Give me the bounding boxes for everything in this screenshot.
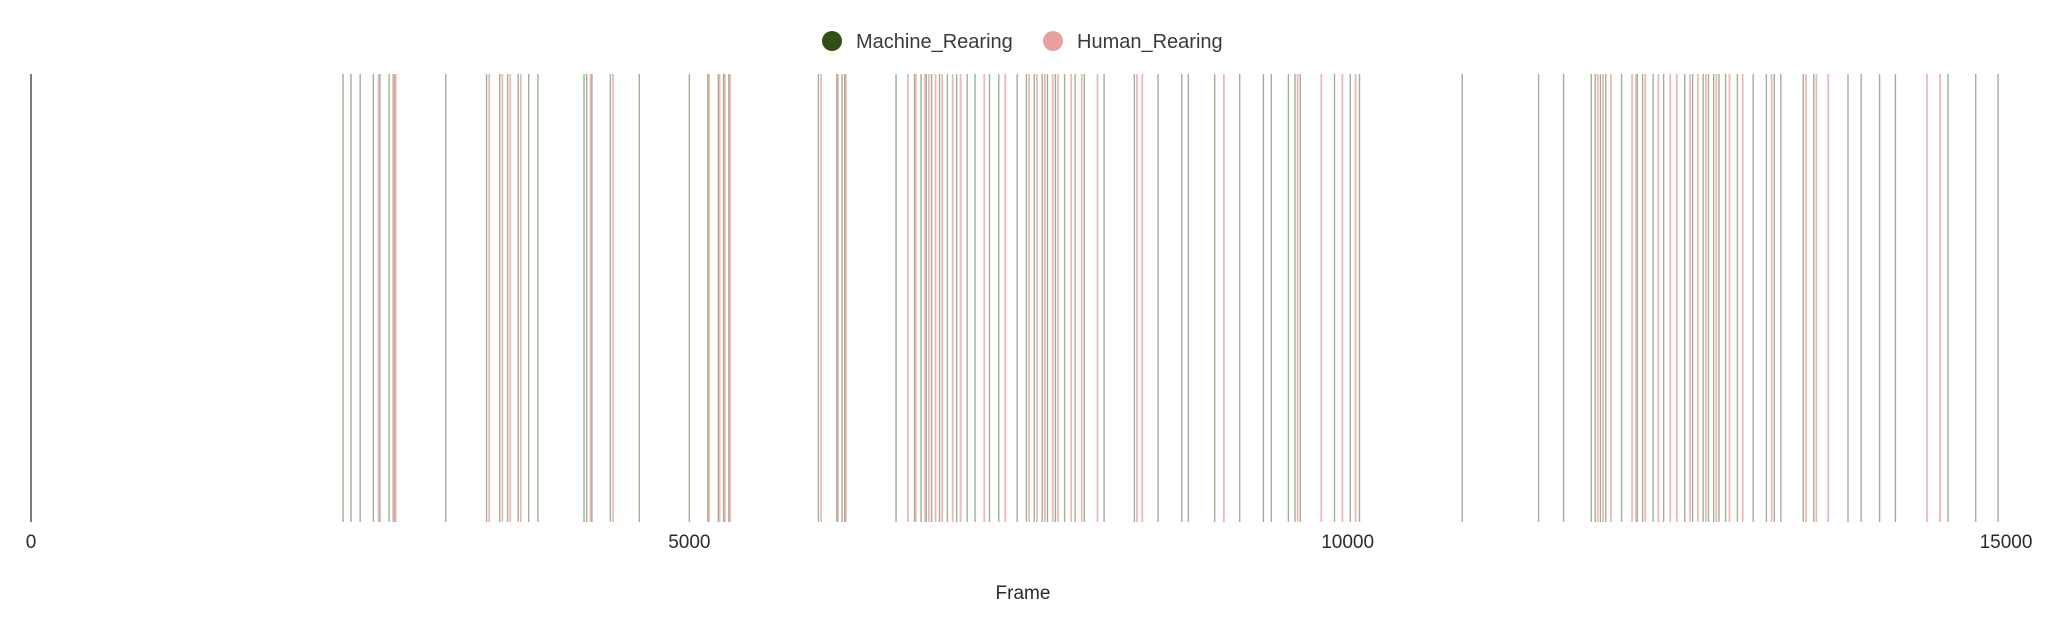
legend-machine-rearing-swatch bbox=[822, 31, 842, 51]
human-rearing-series bbox=[377, 74, 1942, 522]
machine-rearing-series bbox=[342, 74, 1999, 522]
x-tick-label-0: 0 bbox=[26, 532, 37, 553]
x-tick-labels: 0 5000 10000 15000 bbox=[26, 532, 2033, 553]
plot-area bbox=[30, 74, 1999, 522]
x-axis-title: Frame bbox=[996, 583, 1051, 604]
legend-machine-rearing-label: Machine_Rearing bbox=[856, 31, 1013, 53]
x-tick-label-10000: 10000 bbox=[1321, 532, 1374, 553]
legend: Machine_Rearing Human_Rearing bbox=[822, 31, 1223, 53]
legend-human-rearing-swatch bbox=[1043, 31, 1063, 51]
legend-human-rearing-label: Human_Rearing bbox=[1077, 31, 1223, 53]
x-axis: 0 5000 10000 15000 Frame bbox=[26, 532, 2033, 604]
x-tick-label-5000: 5000 bbox=[668, 532, 710, 553]
x-tick-label-15000: 15000 bbox=[1980, 532, 2033, 553]
